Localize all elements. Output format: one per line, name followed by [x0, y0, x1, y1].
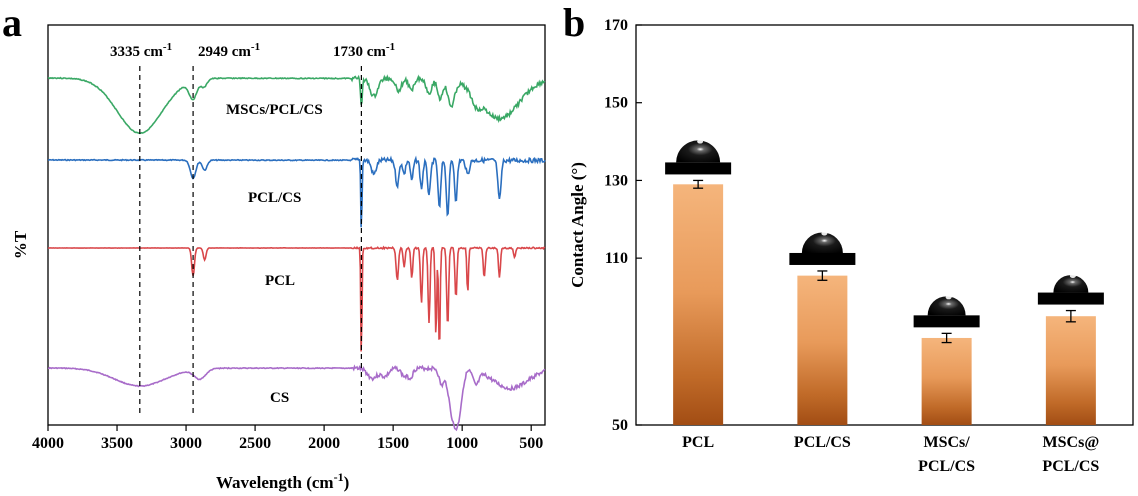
- panel-a-x-ticks: 4000 3500 3000 2500 2000 1500 1000 500: [32, 425, 543, 452]
- category-label-line2: PCL/CS: [1042, 458, 1099, 475]
- spectrum-line-3: [47, 364, 546, 432]
- contact-angle-bar: [1045, 316, 1096, 425]
- series-label-mscs-pcl-cs: MSCs/PCL/CS: [226, 102, 323, 118]
- panel-a-x-axis-title: Wavelength (cm-1): [216, 470, 349, 492]
- spectrum-line-1: [47, 155, 546, 228]
- annotation-2949: 2949 cm-1: [198, 41, 260, 60]
- annotation-1730: 1730 cm-1: [333, 41, 395, 60]
- panel-b-bars: [665, 139, 1104, 425]
- panel-b-y-axis-title: Contact Angle (°): [568, 162, 587, 288]
- panel-a-series-group: [47, 74, 546, 432]
- series-label-pcl: PCL: [265, 273, 295, 289]
- panel-b-category-labels: PCL PCL/CS MSCs/PCL/CS MSCs@ PCL/CS: [682, 434, 1099, 475]
- panel-letter-a: a: [2, 0, 22, 45]
- series-label-pcl-cs: PCL/CS: [248, 190, 301, 206]
- panel-b-y-ticks: 50 110 130 150 170: [604, 17, 642, 434]
- panel-b-y-tick-label: 50: [612, 417, 628, 434]
- annotation-3335: 3335 cm-1: [110, 41, 172, 60]
- droplet-image: [789, 231, 856, 265]
- panel-b-y-tick-label: 130: [604, 172, 628, 189]
- contact-angle-bar: [797, 275, 848, 425]
- spectrum-line-0: [47, 74, 546, 135]
- panel-a-x-tick-label: 1000: [446, 435, 478, 452]
- contact-angle-bar: [673, 184, 724, 425]
- panel-a-annotation-lines: [139, 66, 362, 415]
- panel-a-x-tick-label: 4000: [32, 435, 64, 452]
- category-label-line1: MSCs/: [924, 434, 971, 451]
- panel-b-y-tick-label: 150: [604, 95, 628, 112]
- panel-letter-b: b: [563, 0, 585, 45]
- category-label-line1: PCL: [682, 434, 714, 451]
- panel-a-x-tick-label: 1500: [377, 435, 409, 452]
- contact-angle-bar: [921, 337, 972, 425]
- droplet-image: [665, 139, 732, 175]
- droplet-image: [1037, 273, 1104, 305]
- panel-a-x-tick-label: 500: [519, 435, 543, 452]
- panel-b-frame: [635, 24, 1134, 426]
- category-label-line2: PCL/CS: [918, 458, 975, 475]
- panel-a-x-tick-label: 3500: [101, 435, 133, 452]
- droplet-image: [913, 295, 980, 328]
- panel-a-y-axis-title: %T: [11, 230, 30, 259]
- series-label-cs: CS: [270, 390, 289, 406]
- panel-b-y-tick-label: 170: [604, 17, 628, 34]
- panel-b-y-tick-label: 110: [605, 250, 628, 267]
- panel-a-frame: [47, 24, 546, 426]
- spectrum-line-2: [47, 245, 546, 352]
- panel-b-contact-angle-chart: 50 110 130 150 170 Contact Angle (°) PCL PCL/…: [568, 17, 1134, 475]
- panel-a-x-tick-label: 2500: [239, 435, 271, 452]
- panel-a-x-tick-label: 2000: [308, 435, 340, 452]
- category-label-line1: PCL/CS: [794, 434, 851, 451]
- panel-a-ftir-chart: 4000 3500 3000 2500 2000 1500 1000 500 3335 cm-…: [11, 24, 546, 492]
- panel-a-x-tick-label: 3000: [170, 435, 202, 452]
- category-label-line1: MSCs@: [1043, 434, 1100, 451]
